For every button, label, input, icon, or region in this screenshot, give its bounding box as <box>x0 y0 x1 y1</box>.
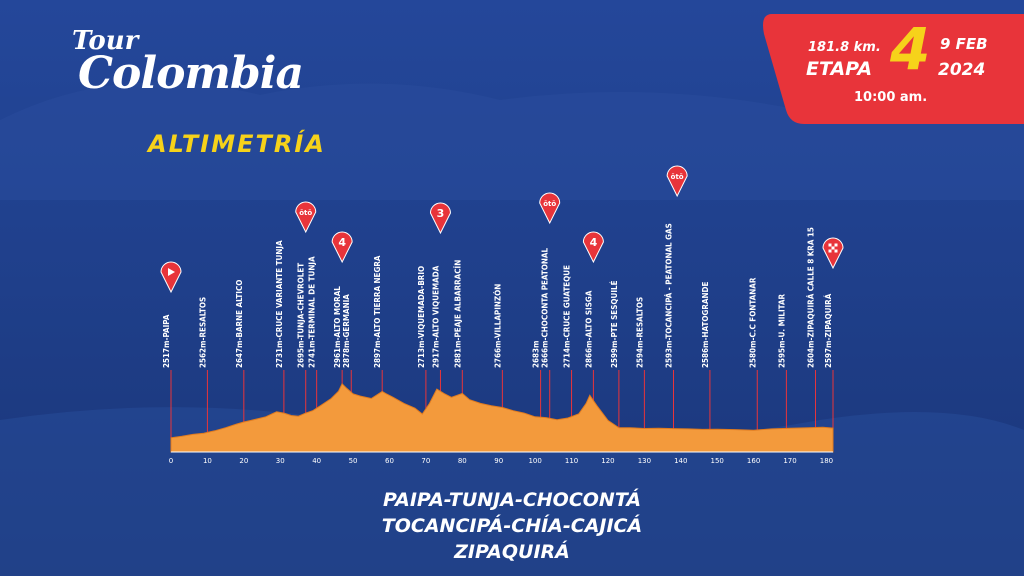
x-tick-label: 160 <box>747 457 760 465</box>
x-tick-label: 0 <box>169 457 173 465</box>
waypoint-label: 2731m-CRUCE VARIANTE TUNJA <box>275 240 284 368</box>
logo-tour: Tour <box>72 26 139 56</box>
x-tick-label: 10 <box>203 457 212 465</box>
x-tick-label: 90 <box>494 457 503 465</box>
waypoint-label: 2593m-TOCANCIPÁ - PEATONAL GAS <box>663 223 674 368</box>
stage-time: 10:00 am. <box>854 90 928 105</box>
x-tick-label: 20 <box>239 457 248 465</box>
waypoint-label: 2695m-TUNJA-CHEVROLET <box>297 263 306 368</box>
waypoint-label: 2595m-U. MILITAR <box>777 293 786 368</box>
x-tick-label: 110 <box>565 457 578 465</box>
finish-checker-icon <box>834 243 838 247</box>
sprint-icon: ōtō <box>543 200 556 208</box>
sprint-marker-pin <box>539 192 561 225</box>
route-line-3: ZIPAQUIRÁ <box>454 541 570 563</box>
mountain-silhouette <box>0 82 1024 200</box>
logo-colombia: Colombia <box>78 48 304 99</box>
stage-label: ETAPA <box>806 58 873 80</box>
waypoint-label: 2881m-PEAJE ALBARRACÍN <box>451 260 462 368</box>
waypoint-label: 2741m-TERMINAL DE TUNJA <box>308 256 317 368</box>
x-tick-label: 180 <box>820 457 833 465</box>
sprint-icon: ōtō <box>671 173 684 181</box>
sprint-marker-pin <box>666 165 688 198</box>
elevation-profile-area <box>170 382 834 453</box>
category-marker-pin <box>582 231 604 264</box>
waypoint-label: 2878m-GERMANIA <box>342 294 351 368</box>
category-number: 4 <box>590 236 598 249</box>
waypoint-label: 2766m-VILLAPINZÓN <box>491 284 502 368</box>
x-tick-label: 130 <box>638 457 651 465</box>
category-marker-pin <box>429 202 451 235</box>
stage-number: 4 <box>890 15 931 83</box>
stage-badge <box>763 14 1024 124</box>
waypoint-label: 2866m-ALTO SISGA <box>584 290 593 368</box>
waypoint-label: 2714m-CRUCE GUATEQUE <box>563 265 572 368</box>
x-tick-label: 80 <box>458 457 467 465</box>
finish-checker-icon <box>831 246 835 250</box>
x-tick-label: 170 <box>783 457 796 465</box>
stage-year: 2024 <box>938 60 986 80</box>
x-tick-label: 30 <box>276 457 285 465</box>
finish-checker-icon <box>828 243 832 247</box>
waypoint-label: 2713m-VIQUEMADA-BRIO <box>417 266 426 368</box>
waypoint-label: 2917m-ALTO VIQUEMADA <box>431 265 440 368</box>
category-number: 4 <box>338 236 346 249</box>
category-marker-pin <box>331 231 353 264</box>
waypoint-label: 2666m-CHOCONTA PEATONAL <box>541 248 550 368</box>
route-line-1: PAIPA-TUNJA-CHOCONTÁ <box>382 489 642 511</box>
page-title: ALTIMETRÍA <box>148 130 326 158</box>
x-tick-label: 120 <box>601 457 614 465</box>
waypoint-label: 2897m-ALTO TIERRA NEGRA <box>373 255 382 368</box>
waypoint-label: 2597m-ZIPAQUIRÁ <box>822 293 833 368</box>
waypoint-label: 2683m <box>532 340 541 368</box>
x-tick-label: 40 <box>312 457 321 465</box>
waypoint-label: 2562m-RESALTOS <box>198 297 207 368</box>
waypoint-label: 2961m-ALTO MORAL <box>333 286 342 368</box>
waypoint-label: 2580m-C.C FONTANAR <box>748 277 757 368</box>
x-tick-label: 50 <box>349 457 358 465</box>
waypoint-label: 2599m-PTE SESQUILÉ <box>608 280 619 368</box>
start-marker-pin <box>160 261 182 294</box>
finish-marker-pin <box>822 237 844 270</box>
sprint-icon: ōtō <box>299 209 312 217</box>
start-flag-icon <box>168 268 175 276</box>
category-number: 3 <box>437 207 445 220</box>
finish-checker-icon <box>834 249 838 253</box>
x-tick-label: 100 <box>528 457 541 465</box>
waypoint-label: 2647m-BARNE ALTICO <box>235 280 244 368</box>
waypoint-label: 2604m-ZIPAQUIRÁ CALLE 8 KRA 15 <box>805 227 816 368</box>
x-tick-label: 60 <box>385 457 394 465</box>
sprint-marker-pin <box>295 201 317 234</box>
waypoint-label: 2517m-PAIPA <box>162 314 171 368</box>
finish-checker-icon <box>828 249 832 253</box>
x-tick-label: 70 <box>421 457 430 465</box>
x-tick-label: 140 <box>674 457 687 465</box>
stage-distance: 181.8 km. <box>808 40 881 55</box>
x-tick-label: 150 <box>711 457 724 465</box>
stage-date: 9 FEB <box>940 35 988 53</box>
route-line-2: TOCANCIPÁ-CHÍA-CAJICÁ <box>381 515 643 537</box>
waypoint-label: 2594m-RESALTOS <box>635 297 644 368</box>
waypoint-label: 2586m-HATOGRANDE <box>701 281 710 368</box>
